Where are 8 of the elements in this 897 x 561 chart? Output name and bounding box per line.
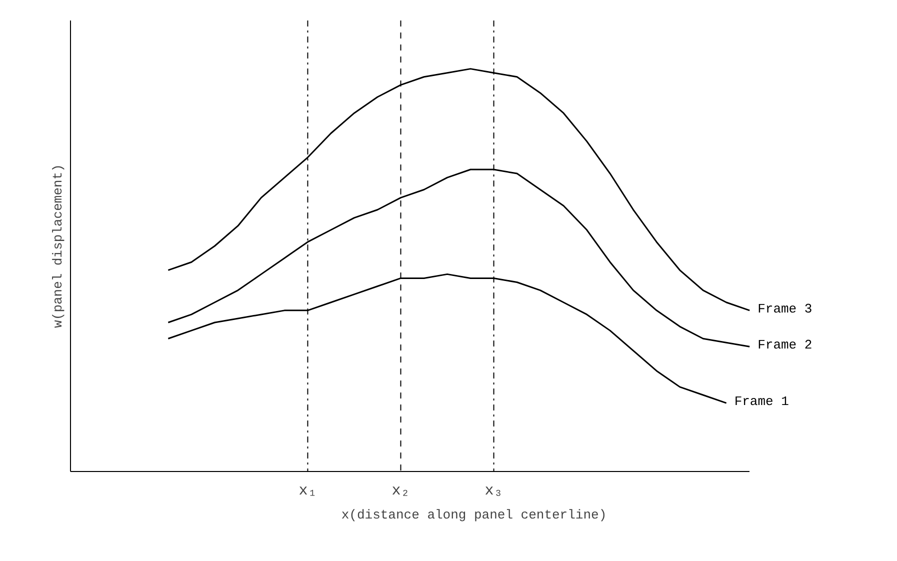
x-tick-label: x₂: [392, 482, 410, 500]
x-tick-label: x₃: [484, 482, 503, 500]
series-label: Frame 3: [758, 301, 812, 316]
series-label: Frame 1: [734, 394, 790, 410]
series-label: Frame 2: [758, 338, 812, 353]
y-axis-title: w(panel displacement): [50, 164, 66, 328]
x-axis-title: x(distance along panel centerline): [341, 508, 607, 522]
x-tick-label: x₁: [298, 482, 317, 500]
